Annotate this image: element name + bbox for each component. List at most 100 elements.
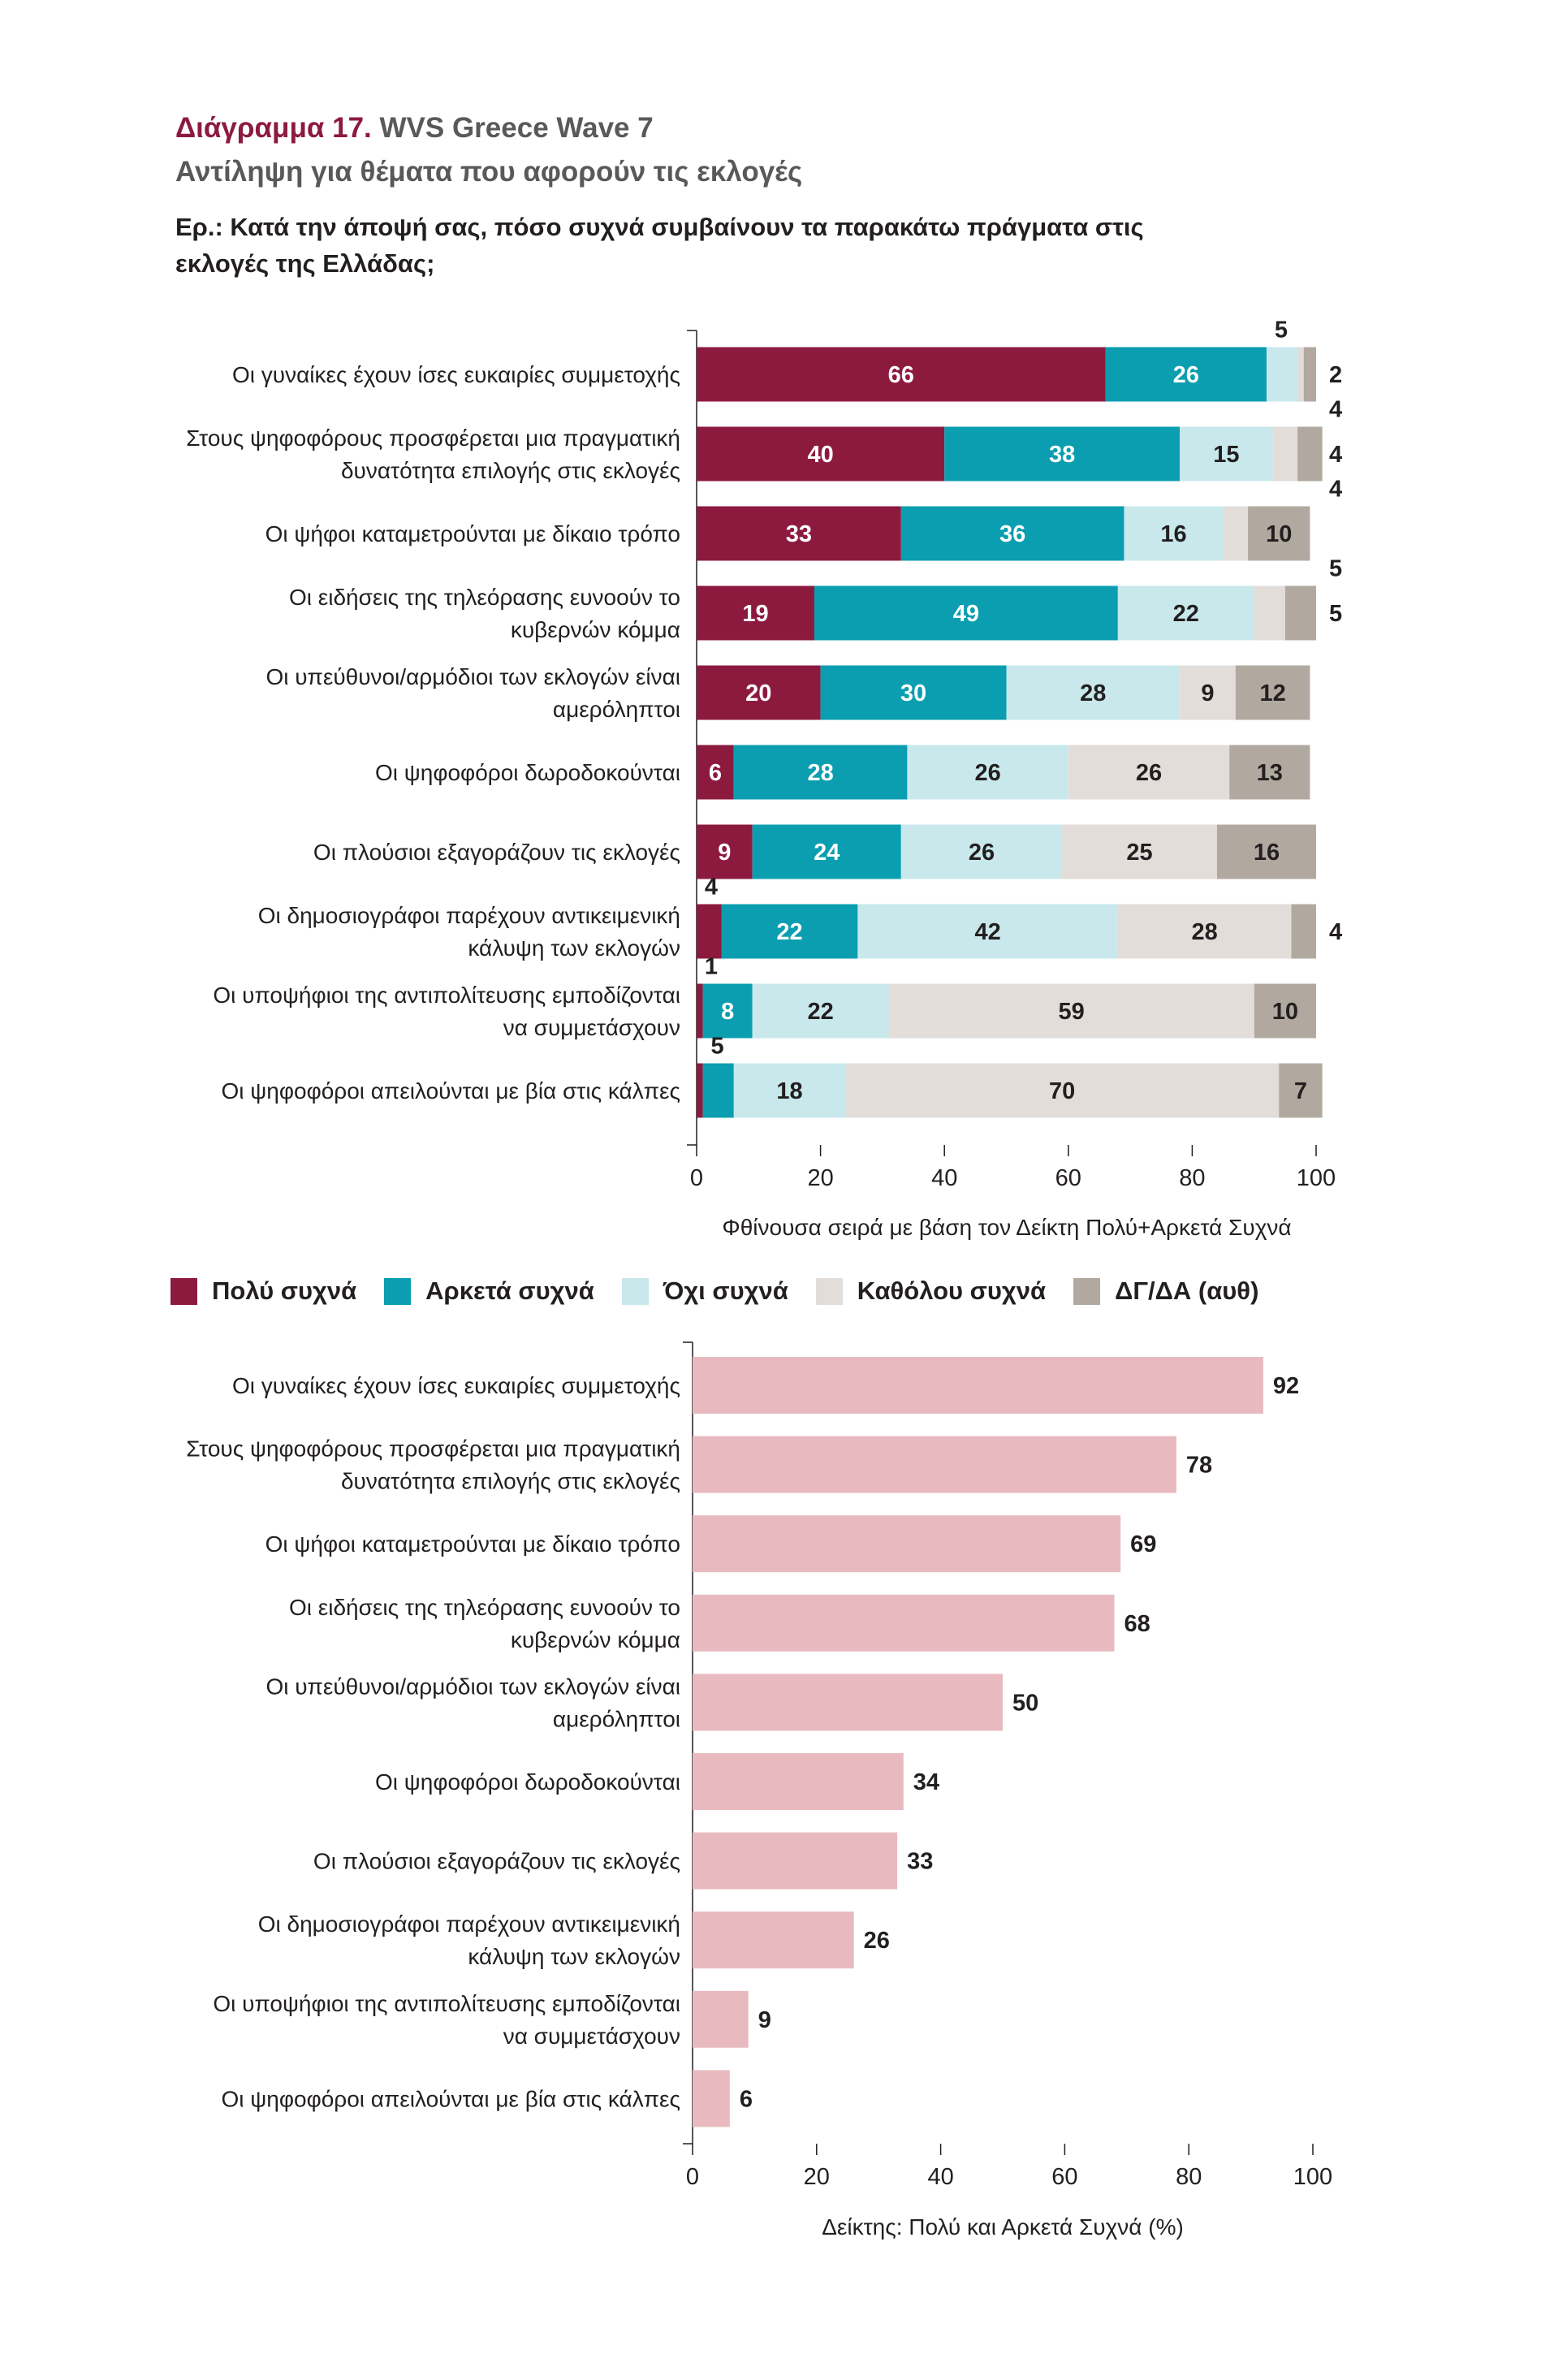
chart1-bar-1-very-often [697,347,1106,402]
chart1-value-label-3-fairly-often: 36 [999,521,1025,547]
chart1-bar-8-dk-na [1291,904,1316,959]
chart1-bar-7-dk-na [1216,824,1316,879]
chart1-bar-6-fairly-often [733,745,908,800]
chart1-bar-1-not-at-all [1297,347,1304,402]
chart1-bar-2-dk-na [1297,426,1323,482]
chart1-category-label-4: Οι ειδήσεις της τηλεόρασης ευνοούν το κυβ… [289,585,680,642]
chart1-value-label-6-not-at-all: 26 [1136,760,1162,786]
chart1-value-label-7-fairly-often: 24 [814,840,840,866]
chart1-bar-5-very-often [697,665,821,720]
chart2-value-label-3: 69 [1130,1531,1156,1557]
chart1-bar-10-not-at-all [845,1063,1280,1118]
chart2-category-label-4: Οι ειδήσεις της τηλεόρασης ευνοούν το κυβ… [289,1595,680,1652]
chart1-value-label-2-fairly-often: 38 [1049,442,1075,468]
chart1-bar-2-not-at-all [1272,426,1298,482]
legend-label-dk-na: ΔΓ/ΔΑ (αυθ) [1115,1276,1259,1305]
chart2-bar-3 [693,1515,1121,1573]
chart1-value-label-10-fairly-often: 5 [711,1034,724,1060]
chart2-tick-label-4: 60 [1051,2164,1077,2190]
chart1-bar-3-dk-na [1248,506,1310,561]
chart1-value-label-6-fairly-often: 28 [807,760,833,786]
chart1-bar-5-fairly-often [820,665,1007,720]
legend-item-dk-na: ΔΓ/ΔΑ (αυθ) [1073,1276,1258,1306]
chart1-value-label-3-very-often: 33 [786,521,812,547]
chart1-bar-1-dk-na [1303,347,1316,402]
chart1-value-label-6-not-often: 26 [974,760,1000,786]
chart1-value-label-8-not-often: 42 [974,919,1000,945]
chart2-tick-label-2: 20 [804,2164,830,2190]
chart1-bar-7-very-often [697,824,753,879]
chart1-bar-9-very-often [697,983,703,1039]
chart1-value-label-3-not-often: 16 [1160,521,1186,547]
chart1-bar-2-not-often [1180,426,1273,482]
chart1-bar-8-not-often [857,904,1118,959]
chart1-value-label-8-very-often: 4 [705,875,718,901]
legend-swatch-fairly-often [384,1277,412,1305]
chart1-tick-label-5: 80 [1179,1165,1205,1191]
chart1-value-label-7-dk-na: 16 [1254,840,1280,866]
chart1-bar-6-not-at-all [1068,745,1230,800]
legend-swatch-not-at-all [815,1277,843,1305]
chart1-bar-7-not-often [900,824,1063,879]
chart2-tick-label-1: 0 [686,2164,699,2190]
chart1-bar-9-dk-na [1254,983,1316,1039]
chart1-category-label-3: Οι ψήφοι καταμετρούνται με δίκαιο τρόπο [265,521,680,546]
chart1-bar-7-fairly-often [752,824,901,879]
chart1-bar-1-not-often [1266,347,1298,402]
chart1-value-label-3-not-at-all: 4 [1329,477,1342,503]
chart1-bar-4-not-at-all [1254,585,1285,641]
chart2-category-label-3: Οι ψήφοι καταμετρούνται με δίκαιο τρόπο [265,1531,680,1557]
chart1-bar-5-not-often [1006,665,1181,720]
chart1-value-label-1-dk-na: 2 [1329,362,1342,388]
chart2-category-label-8: Οι δημοσιογράφοι παρέχουν αντικειμενική κ… [258,1911,680,1969]
chart1-value-label-2-not-often: 15 [1213,442,1239,468]
chart1-category-label-6: Οι ψηφοφόροι δωροδοκούνται [375,760,680,785]
chart2-value-label-5: 50 [1012,1690,1038,1716]
chart2-bar-5 [693,1674,1003,1731]
chart1-bar-4-fairly-often [814,585,1118,641]
chart1-value-label-10-dk-na: 7 [1294,1078,1307,1104]
chart2-bar-9 [693,1990,749,2048]
chart1-value-label-4-dk-na: 5 [1329,601,1342,627]
legend-item-not-at-all: Καθόλου συχνά [815,1276,1046,1306]
chart2-bar-7 [693,1832,898,1890]
chart1-value-label-8-fairly-often: 22 [776,919,802,945]
legend-label-not-often: Όχι συχνά [663,1276,788,1305]
chart1-bar-10-not-often [733,1063,846,1118]
chart1-bar-9-not-often [752,983,889,1039]
chart1-value-label-5-fairly-often: 30 [900,680,926,706]
chart1-bar-1-fairly-often [1105,347,1267,402]
survey-question: Ερ.: Κατά την άποψή σας, πόσο συχνά συμβ… [175,213,1144,278]
chart1-bar-4-not-often [1117,585,1254,641]
chart2-value-label-2: 78 [1186,1453,1212,1479]
chart1-value-label-9-not-at-all: 59 [1058,999,1084,1025]
chart1-bar-6-very-often [697,745,734,800]
chart2-bar-4 [693,1594,1115,1652]
chart2-value-label-8: 26 [864,1928,890,1954]
chart1-bar-10-dk-na [1279,1063,1323,1118]
chart1-category-label-7: Οι πλούσιοι εξαγοράζουν τις εκλογές [313,840,680,865]
chart2-category-label-10: Οι ψηφοφόροι απειλούνται με βία στις κάλ… [222,2086,680,2111]
chart1-value-label-9-very-often: 1 [705,954,718,980]
legend-swatch-very-often [171,1277,197,1305]
chart1-tick-label-2: 20 [807,1165,833,1191]
chart1-x-axis-title: Φθίνουσα σειρά με βάση τον Δείκτη Πολύ+Α… [722,1215,1291,1240]
legend-swatch-not-often [621,1277,649,1305]
chart1-value-label-2-very-often: 40 [807,442,833,468]
chart1-value-label-10-not-at-all: 70 [1049,1078,1075,1104]
chart1-bar-8-not-at-all [1117,904,1292,959]
chart1-value-label-5-not-at-all: 9 [1201,680,1214,706]
chart1-value-label-7-not-at-all: 25 [1126,840,1152,866]
chart1-value-label-10-not-often: 18 [776,1078,802,1104]
chart1-value-label-2-not-at-all: 4 [1329,397,1342,423]
chart1-value-label-1-fairly-often: 26 [1173,362,1199,388]
chart2-category-label-1: Οι γυναίκες έχουν ίσες ευκαιρίες συμμετο… [232,1373,680,1398]
chart1-bar-10-very-often [697,1063,703,1118]
chart1-value-label-9-fairly-often: 8 [721,999,734,1025]
legend-label-very-often: Πολύ συχνά [212,1276,357,1305]
chart2-x-axis-title: Δείκτης: Πολύ και Αρκετά Συχνά (%) [822,2214,1184,2240]
chart1-category-label-10: Οι ψηφοφόροι απειλούνται με βία στις κάλ… [222,1078,680,1104]
chart1-tick-label-6: 100 [1297,1165,1336,1191]
legend: Πολύ συχνά Αρκετά συχνά Όχι συχνά Καθόλο… [171,1275,1258,1307]
legend-label-fairly-often: Αρκετά συχνά [425,1276,594,1305]
